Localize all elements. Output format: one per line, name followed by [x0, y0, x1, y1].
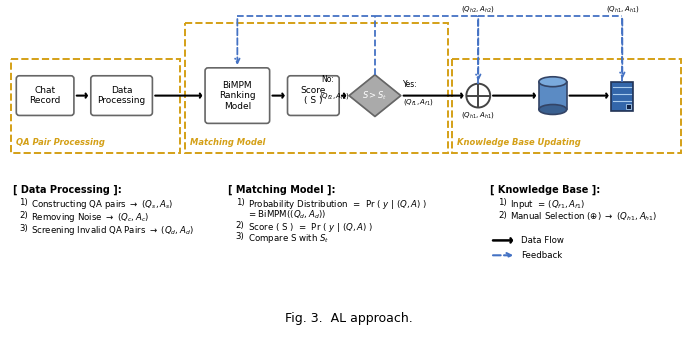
- Text: $(Q_{f1},A_{f1})$: $(Q_{f1},A_{f1})$: [402, 97, 433, 106]
- Text: $(Q_{h1},A_{h1})$: $(Q_{h1},A_{h1})$: [461, 111, 495, 120]
- Ellipse shape: [539, 104, 567, 115]
- Bar: [626, 103, 631, 108]
- Text: Score
( S ): Score ( S ): [301, 86, 326, 105]
- Text: $(Q_{h1},A_{h1})$: $(Q_{h1},A_{h1})$: [606, 4, 639, 14]
- Text: Input  = $(Q_{f1},A_{f1})$: Input = $(Q_{f1},A_{f1})$: [510, 198, 585, 211]
- Text: [ Matching Model ]:: [ Matching Model ]:: [228, 185, 335, 195]
- Text: BiMPM
Ranking
Model: BiMPM Ranking Model: [219, 81, 256, 111]
- Text: 3): 3): [20, 223, 28, 233]
- Text: 2): 2): [20, 211, 28, 220]
- Text: 2): 2): [498, 211, 507, 220]
- Text: Compare S with $S_t$: Compare S with $S_t$: [248, 233, 329, 245]
- Text: $S$$>$$S_t$: $S$$>$$S_t$: [362, 89, 388, 102]
- Text: Matching Model: Matching Model: [190, 138, 265, 147]
- FancyBboxPatch shape: [91, 76, 153, 116]
- Text: Data
Processing: Data Processing: [97, 86, 146, 105]
- FancyBboxPatch shape: [288, 76, 340, 116]
- Text: Knowledge Base Updating: Knowledge Base Updating: [457, 138, 581, 147]
- Text: $(Q_{h2},A_{h2})$: $(Q_{h2},A_{h2})$: [461, 4, 495, 14]
- Text: Manual Selection $(\oplus)$ $\rightarrow$ $(Q_{h1},A_{h1})$: Manual Selection $(\oplus)$ $\rightarrow…: [510, 211, 657, 223]
- Text: QA Pair Processing: QA Pair Processing: [16, 138, 105, 147]
- Text: 1): 1): [236, 198, 244, 207]
- FancyBboxPatch shape: [611, 82, 634, 112]
- Text: 3): 3): [236, 233, 244, 241]
- Text: 2): 2): [236, 221, 244, 230]
- Text: Chat
Record: Chat Record: [29, 86, 61, 105]
- Text: [ Knowledge Base ]:: [ Knowledge Base ]:: [490, 185, 601, 195]
- Text: Removing Noise $\rightarrow$ $(Q_c,A_c)$: Removing Noise $\rightarrow$ $(Q_c,A_c)$: [32, 211, 150, 224]
- Text: 1): 1): [20, 198, 28, 207]
- Text: [ Data Processing ]:: [ Data Processing ]:: [13, 185, 122, 195]
- FancyBboxPatch shape: [16, 76, 74, 116]
- Text: Fig. 3.  AL approach.: Fig. 3. AL approach.: [285, 312, 413, 325]
- FancyBboxPatch shape: [205, 68, 270, 123]
- Text: $(Q_{f2},A_{f2})$: $(Q_{f2},A_{f2})$: [319, 91, 350, 101]
- Ellipse shape: [539, 77, 567, 87]
- Polygon shape: [349, 75, 401, 116]
- Text: Constructing QA pairs $\rightarrow$ $(Q_s,A_s)$: Constructing QA pairs $\rightarrow$ $(Q_…: [32, 198, 174, 211]
- Text: = BiMPM($(Q_d,A_d)$): = BiMPM($(Q_d,A_d)$): [248, 209, 326, 221]
- Text: 1): 1): [498, 198, 507, 207]
- Text: No:: No:: [321, 75, 334, 84]
- Text: Score ( S )  =  Pr ( $y$ | $(Q, A)$ ): Score ( S ) = Pr ( $y$ | $(Q, A)$ ): [248, 221, 373, 234]
- Text: Feedback: Feedback: [521, 251, 562, 260]
- Text: Data Flow: Data Flow: [521, 236, 564, 245]
- Circle shape: [466, 84, 490, 107]
- Text: Yes:: Yes:: [402, 80, 417, 89]
- Bar: [539, 82, 567, 109]
- Text: Probability Distribution  =  Pr ( $y$ | $(Q, A)$ ): Probability Distribution = Pr ( $y$ | $(…: [248, 198, 427, 211]
- Text: Screening Invalid QA Pairs $\rightarrow$ $(Q_d,A_d)$: Screening Invalid QA Pairs $\rightarrow$…: [32, 223, 194, 237]
